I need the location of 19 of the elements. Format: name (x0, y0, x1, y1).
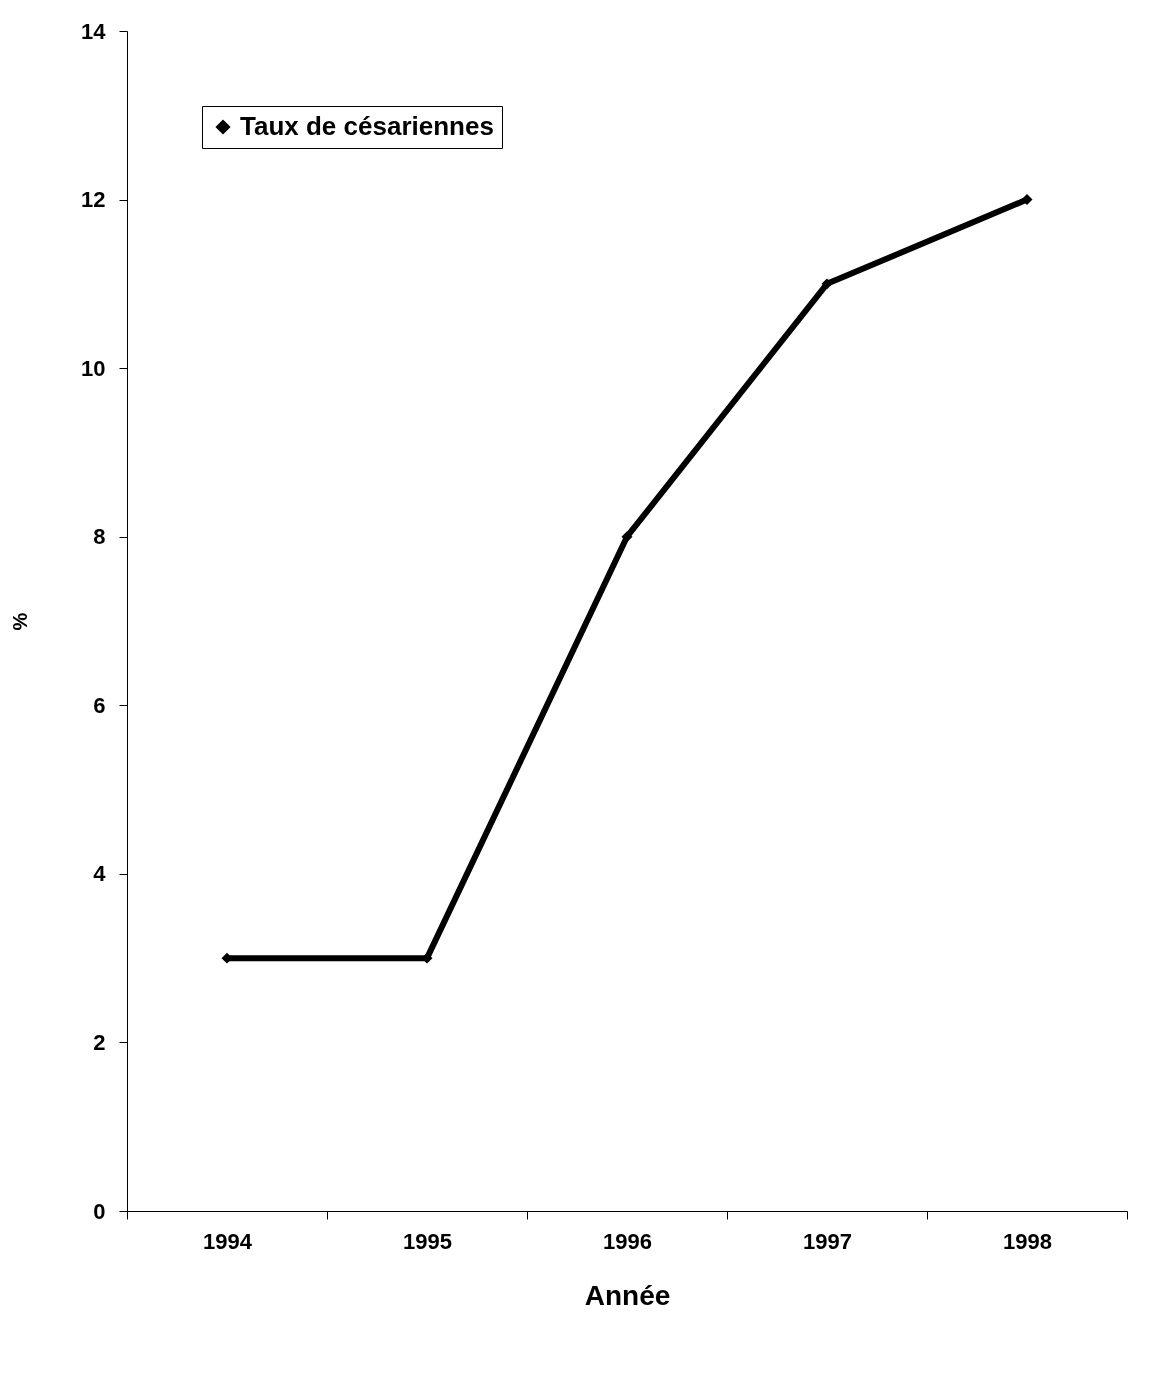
legend-label: Taux de césariennes (240, 111, 494, 141)
y-tick-label: 10 (81, 355, 106, 381)
y-tick-label: 12 (81, 187, 106, 213)
y-tick-label: 6 (93, 692, 106, 718)
x-tick-label: 1995 (403, 1228, 452, 1254)
y-tick-label: 4 (93, 861, 107, 887)
y-tick-label: 0 (93, 1198, 106, 1224)
x-tick-label: 1994 (203, 1228, 253, 1254)
y-tick-label: 8 (93, 524, 106, 550)
point (821, 278, 833, 290)
point (1021, 194, 1033, 206)
y-axis-title: % (9, 612, 32, 631)
y-tick-label: 2 (93, 1029, 106, 1055)
x-tick-label: 1996 (603, 1228, 652, 1254)
x-tick-label: 1997 (803, 1228, 852, 1254)
y-tick-label: 14 (81, 18, 107, 44)
x-axis-title: Année (584, 1279, 671, 1311)
x-tick-label: 1998 (1003, 1228, 1052, 1254)
point (621, 531, 633, 543)
